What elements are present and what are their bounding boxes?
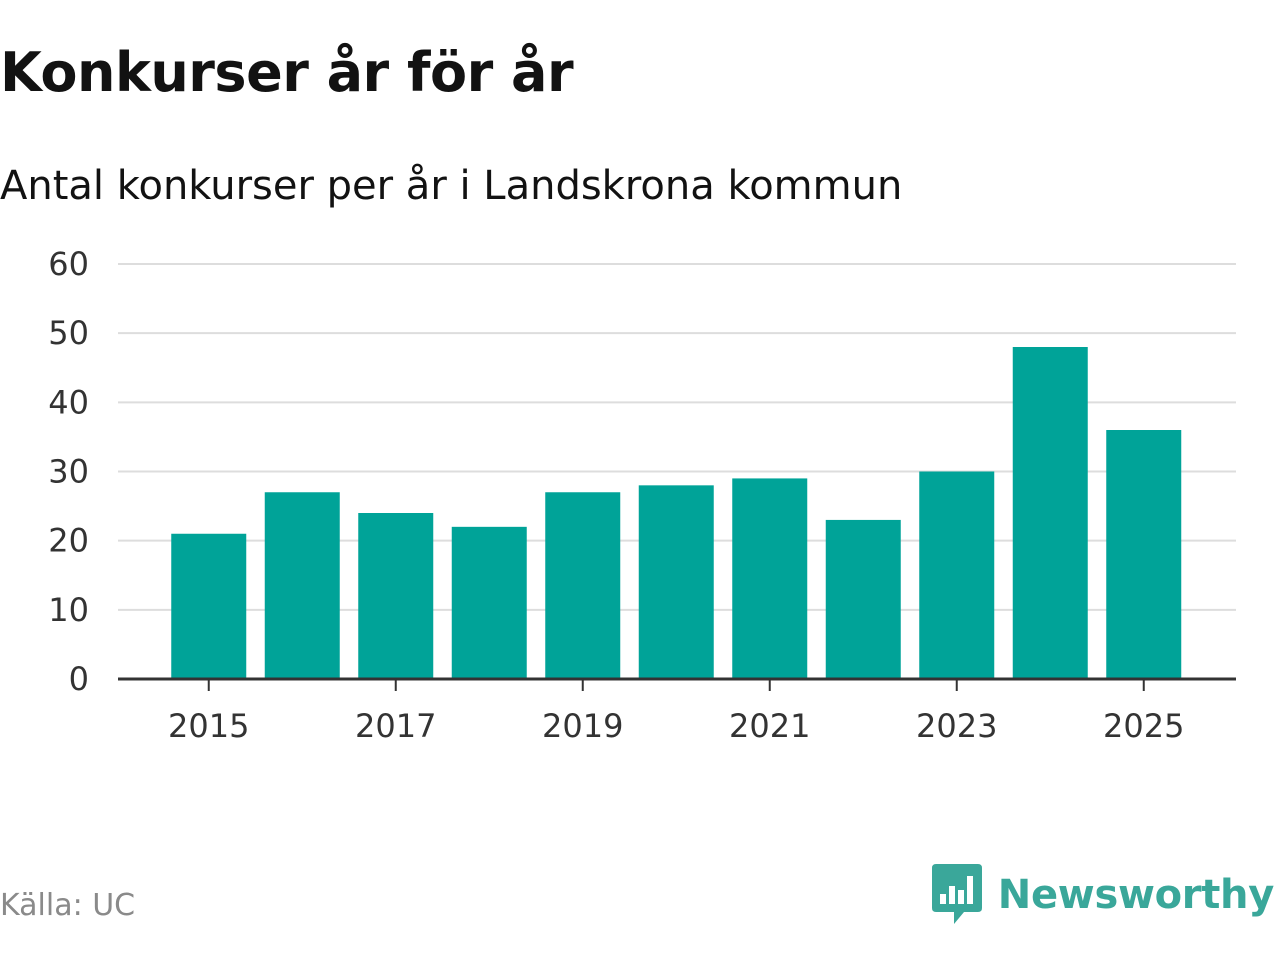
brand-name: Newsworthy <box>997 872 1275 918</box>
bar-2022 <box>825 519 901 679</box>
x-tick-label: 2019 <box>542 707 623 745</box>
bar-2023 <box>919 471 995 679</box>
x-axis <box>118 677 1236 691</box>
y-tick-label: 0 <box>69 660 89 698</box>
source-note: Källa: UC <box>0 888 136 923</box>
newsworthy-logo-icon <box>931 864 982 924</box>
x-tick-label: 2023 <box>916 707 997 745</box>
brand-logo: Newsworthy <box>931 864 1275 926</box>
y-tick-label: 40 <box>48 383 89 421</box>
x-tick-label: 2015 <box>168 707 249 745</box>
chart-subtitle: Antal konkurser per år i Landskrona komm… <box>0 163 903 209</box>
chart-title: Konkurser år för år <box>0 41 574 104</box>
y-tick-label: 30 <box>48 453 89 491</box>
bar-2016 <box>264 492 340 679</box>
bar-2017 <box>358 513 434 679</box>
bar-2015 <box>171 533 247 679</box>
bar-2019 <box>545 492 621 679</box>
x-tick-label: 2021 <box>729 707 810 745</box>
y-tick-label: 60 <box>48 245 89 283</box>
y-axis-labels: 0 10 20 30 40 50 60 <box>48 245 89 698</box>
x-tick-label: 2017 <box>355 707 436 745</box>
bar-2020 <box>638 485 714 679</box>
y-tick-label: 10 <box>48 591 89 629</box>
x-axis-labels: 2015 2017 2019 2021 2023 2025 <box>168 707 1184 745</box>
bar-2018 <box>451 526 527 679</box>
x-tick-label: 2025 <box>1103 707 1184 745</box>
bar-2025 <box>1106 430 1182 679</box>
bar-2021 <box>732 478 808 679</box>
y-tick-label: 50 <box>48 314 89 352</box>
bars <box>171 347 1182 679</box>
y-tick-label: 20 <box>48 522 89 560</box>
bar-2024 <box>1012 347 1088 679</box>
